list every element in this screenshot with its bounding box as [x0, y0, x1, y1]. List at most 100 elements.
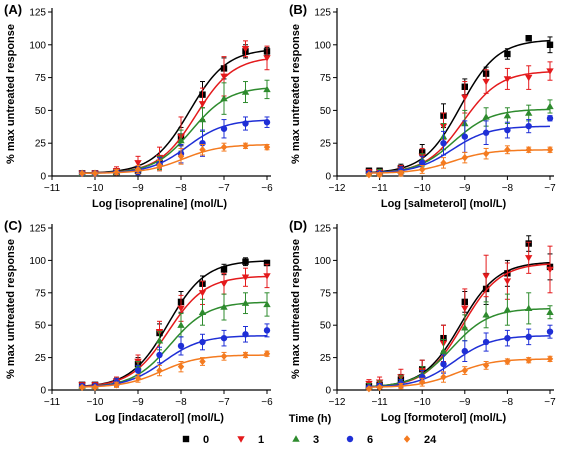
y-tick-label: 75: [35, 73, 47, 84]
panel-label: (D): [289, 218, 307, 233]
data-point: [241, 274, 250, 281]
y-axis-title: % max untreated response: [5, 24, 17, 164]
data-point: [91, 383, 99, 392]
data-point: [376, 383, 383, 392]
x-tick-label: −7: [544, 397, 556, 408]
series-24: [78, 350, 271, 392]
legend: Time (h) 0 1 3 6 24: [182, 413, 437, 446]
legend-label: 0: [203, 434, 209, 446]
x-tick-label: −7: [218, 397, 230, 408]
fit-curve: [368, 261, 551, 388]
x-tick-label: −6: [261, 397, 273, 408]
x-tick-label: −8: [502, 183, 514, 194]
data-point: [503, 278, 512, 285]
y-tick-label: 25: [35, 139, 47, 150]
y-tick-label: 50: [320, 321, 332, 332]
x-tick-label: −8: [502, 397, 514, 408]
data-point: [546, 266, 554, 274]
data-point: [440, 360, 447, 368]
data-point: [525, 333, 532, 341]
y-tick-label: 0: [40, 172, 46, 183]
data-point: [461, 305, 469, 313]
data-point: [439, 347, 448, 354]
legend-entry: 3: [292, 434, 319, 446]
x-tick-label: −11: [44, 397, 61, 408]
x-tick-label: −11: [44, 183, 61, 194]
y-tick-label: 0: [40, 386, 46, 397]
data-point: [220, 94, 228, 102]
data-point: [263, 273, 271, 280]
fit-curve: [368, 335, 551, 388]
legend-entry: 1: [237, 434, 264, 446]
data-point: [461, 133, 468, 140]
legend-title: Time (h): [289, 413, 332, 425]
data-point: [198, 308, 207, 315]
x-tick-label: −10: [414, 397, 431, 408]
data-point: [242, 351, 249, 359]
data-point: [546, 328, 554, 335]
data-point: [241, 88, 250, 95]
data-point: [525, 109, 533, 116]
data-point: [482, 361, 490, 370]
y-tick-label: 75: [320, 288, 332, 299]
data-point: [220, 352, 228, 361]
y-tick-label: 125: [29, 224, 46, 235]
data-point: [177, 305, 185, 313]
fit-curve: [82, 354, 268, 388]
legend-entry: 6: [346, 434, 373, 446]
y-tick-label: 75: [35, 288, 47, 299]
data-point: [546, 68, 554, 75]
y-tick-label: 50: [35, 106, 47, 117]
data-point: [177, 152, 185, 161]
fit-curve: [82, 275, 268, 388]
data-point: [482, 129, 490, 136]
data-point: [461, 94, 469, 101]
x-tick-label: −9: [459, 183, 471, 194]
data-point: [242, 120, 249, 127]
panel-label: (C): [4, 218, 22, 233]
data-point: [504, 126, 511, 134]
data-point: [242, 331, 249, 338]
series-6: [78, 116, 271, 177]
data-point: [220, 303, 228, 310]
data-point: [263, 327, 271, 334]
data-point: [177, 362, 185, 371]
x-tick-label: −10: [87, 183, 104, 194]
data-point: [177, 342, 185, 350]
x-tick-label: −8: [175, 183, 187, 194]
data-point: [546, 308, 554, 315]
data-point: [504, 334, 511, 342]
fit-curve: [82, 301, 268, 388]
data-point: [263, 259, 271, 267]
series-24: [78, 142, 271, 178]
data-point: [134, 160, 142, 167]
data-point: [503, 305, 512, 313]
x-tick-label: −11: [371, 397, 388, 408]
fit-curve: [368, 71, 551, 174]
legend-marker: [346, 435, 354, 443]
legend-marker: [403, 435, 411, 443]
y-tick-label: 125: [314, 224, 331, 235]
legend-label: 1: [258, 434, 264, 446]
x-tick-label: −9: [459, 397, 471, 408]
x-tick-label: −6: [261, 183, 273, 194]
data-point: [546, 115, 554, 122]
chart-panel: (B) 0 25 50 75 100 125 −12 −11 −10 −9 −8 −7 Log [salm…: [289, 2, 556, 210]
data-point: [199, 338, 206, 346]
data-point: [134, 165, 142, 174]
data-point: [113, 381, 120, 389]
data-point: [220, 281, 228, 288]
x-tick-label: −8: [175, 397, 187, 408]
data-point: [482, 311, 490, 318]
data-point: [220, 73, 228, 80]
data-point: [440, 159, 447, 167]
data-point: [397, 382, 405, 390]
data-point: [113, 168, 120, 176]
series-6: [365, 324, 554, 391]
data-point: [177, 136, 185, 144]
data-point: [78, 169, 86, 178]
data-point: [482, 273, 490, 280]
data-point: [263, 119, 271, 126]
y-axis-title: % max untreated response: [5, 239, 17, 379]
